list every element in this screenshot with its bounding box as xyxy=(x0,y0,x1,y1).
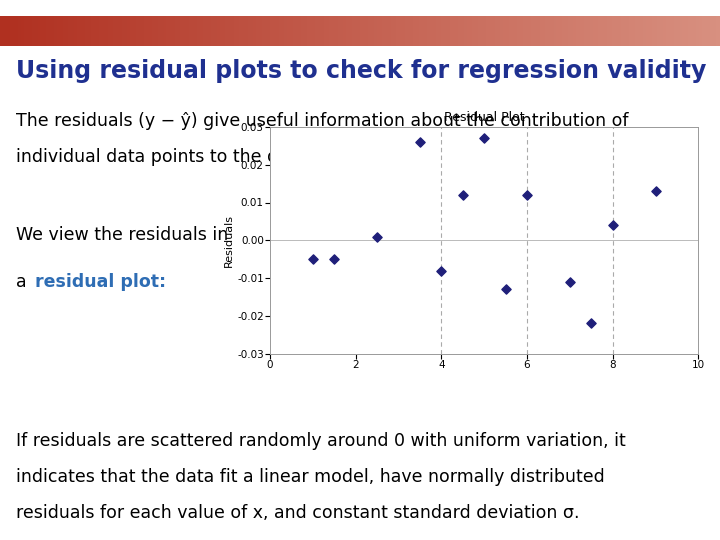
Point xyxy=(414,138,426,146)
Point xyxy=(521,191,533,199)
Text: Using residual plots to check for regression validity: Using residual plots to check for regres… xyxy=(16,59,706,83)
Point xyxy=(650,187,662,195)
Point xyxy=(479,134,490,143)
Point xyxy=(585,319,597,328)
Text: We view the residuals in: We view the residuals in xyxy=(16,226,228,244)
Text: residual plot:: residual plot: xyxy=(35,273,166,291)
Point xyxy=(457,191,469,199)
Point xyxy=(436,266,447,275)
Text: a: a xyxy=(16,273,32,291)
Point xyxy=(564,278,576,286)
Text: residuals for each value of x, and constant standard deviation σ.: residuals for each value of x, and const… xyxy=(16,504,580,522)
Title: Residual Plot: Residual Plot xyxy=(444,111,524,124)
Point xyxy=(500,285,511,294)
Text: individual data points to the overall pattern of scatter.: individual data points to the overall pa… xyxy=(16,148,489,166)
Point xyxy=(607,221,618,230)
Text: indicates that the data fit a linear model, have normally distributed: indicates that the data fit a linear mod… xyxy=(16,468,605,487)
Point xyxy=(328,255,340,264)
Y-axis label: Residuals: Residuals xyxy=(224,214,234,267)
Point xyxy=(372,232,383,241)
Text: If residuals are scattered randomly around 0 with uniform variation, it: If residuals are scattered randomly arou… xyxy=(16,433,626,450)
Text: The residuals (y − ŷ) give useful information about the contribution of: The residuals (y − ŷ) give useful inform… xyxy=(16,112,629,130)
Point xyxy=(307,255,319,264)
